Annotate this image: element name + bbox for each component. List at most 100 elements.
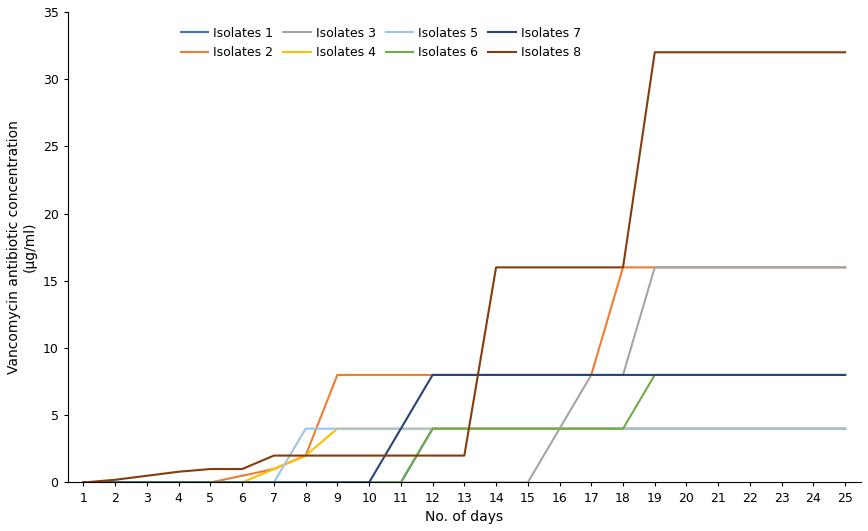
Isolates 6 xyxy=(78,479,89,486)
Isolates 2 xyxy=(840,264,851,271)
Isolates 6 xyxy=(110,479,121,486)
Isolates 5 xyxy=(681,425,692,432)
Isolates 2 xyxy=(205,479,215,486)
Isolates 6 xyxy=(586,425,596,432)
Isolates 6 xyxy=(491,425,502,432)
Isolates 2 xyxy=(713,264,723,271)
Isolates 1 xyxy=(745,425,755,432)
Isolates 1 xyxy=(713,425,723,432)
Isolates 7 xyxy=(110,479,121,486)
Isolates 4 xyxy=(110,479,121,486)
X-axis label: No. of days: No. of days xyxy=(425,510,503,524)
Isolates 7 xyxy=(174,479,184,486)
Isolates 7 xyxy=(141,479,152,486)
Isolates 2 xyxy=(459,372,470,378)
Isolates 4 xyxy=(174,479,184,486)
Isolates 2 xyxy=(332,372,343,378)
Isolates 4 xyxy=(141,479,152,486)
Isolates 2 xyxy=(396,372,406,378)
Isolates 7 xyxy=(491,372,502,378)
Isolates 3 xyxy=(523,479,533,486)
Isolates 7 xyxy=(332,479,343,486)
Isolates 2 xyxy=(523,372,533,378)
Isolates 6 xyxy=(555,425,565,432)
Isolates 3 xyxy=(555,425,565,432)
Isolates 3 xyxy=(300,479,311,486)
Isolates 3 xyxy=(618,372,628,378)
Isolates 6 xyxy=(364,479,374,486)
Isolates 2 xyxy=(745,264,755,271)
Isolates 3 xyxy=(649,264,660,271)
Isolates 1 xyxy=(110,479,121,486)
Isolates 5 xyxy=(713,425,723,432)
Isolates 1 xyxy=(332,479,343,486)
Isolates 8 xyxy=(618,264,628,271)
Isolates 3 xyxy=(459,479,470,486)
Isolates 1 xyxy=(491,425,502,432)
Isolates 3 xyxy=(491,479,502,486)
Line: Isolates 4: Isolates 4 xyxy=(83,429,845,483)
Isolates 8 xyxy=(586,264,596,271)
Isolates 3 xyxy=(427,479,437,486)
Isolates 3 xyxy=(237,479,247,486)
Isolates 4 xyxy=(491,425,502,432)
Isolates 3 xyxy=(808,264,819,271)
Isolates 6 xyxy=(459,425,470,432)
Isolates 8 xyxy=(777,49,787,55)
Isolates 5 xyxy=(237,479,247,486)
Isolates 2 xyxy=(78,479,89,486)
Isolates 5 xyxy=(427,425,437,432)
Isolates 6 xyxy=(713,372,723,378)
Isolates 2 xyxy=(586,372,596,378)
Isolates 5 xyxy=(459,425,470,432)
Isolates 8 xyxy=(396,452,406,459)
Isolates 3 xyxy=(78,479,89,486)
Isolates 2 xyxy=(681,264,692,271)
Isolates 6 xyxy=(332,479,343,486)
Isolates 3 xyxy=(141,479,152,486)
Isolates 6 xyxy=(174,479,184,486)
Isolates 7 xyxy=(269,479,279,486)
Isolates 1 xyxy=(586,425,596,432)
Isolates 1 xyxy=(300,479,311,486)
Isolates 5 xyxy=(840,425,851,432)
Isolates 3 xyxy=(396,479,406,486)
Isolates 6 xyxy=(840,372,851,378)
Isolates 4 xyxy=(332,425,343,432)
Isolates 2 xyxy=(269,466,279,472)
Isolates 5 xyxy=(555,425,565,432)
Isolates 8 xyxy=(491,264,502,271)
Isolates 7 xyxy=(459,372,470,378)
Isolates 7 xyxy=(649,372,660,378)
Line: Isolates 8: Isolates 8 xyxy=(83,52,845,483)
Isolates 1 xyxy=(459,425,470,432)
Isolates 5 xyxy=(808,425,819,432)
Isolates 4 xyxy=(364,425,374,432)
Isolates 2 xyxy=(110,479,121,486)
Isolates 8 xyxy=(808,49,819,55)
Isolates 1 xyxy=(237,479,247,486)
Isolates 6 xyxy=(808,372,819,378)
Isolates 2 xyxy=(141,479,152,486)
Isolates 5 xyxy=(300,425,311,432)
Isolates 5 xyxy=(269,479,279,486)
Isolates 6 xyxy=(396,479,406,486)
Isolates 5 xyxy=(78,479,89,486)
Isolates 2 xyxy=(649,264,660,271)
Line: Isolates 2: Isolates 2 xyxy=(83,268,845,483)
Isolates 7 xyxy=(618,372,628,378)
Isolates 5 xyxy=(586,425,596,432)
Isolates 3 xyxy=(681,264,692,271)
Isolates 1 xyxy=(269,479,279,486)
Isolates 4 xyxy=(555,425,565,432)
Line: Isolates 3: Isolates 3 xyxy=(83,268,845,483)
Isolates 8 xyxy=(649,49,660,55)
Isolates 3 xyxy=(332,479,343,486)
Isolates 4 xyxy=(618,425,628,432)
Isolates 3 xyxy=(110,479,121,486)
Isolates 8 xyxy=(713,49,723,55)
Isolates 2 xyxy=(808,264,819,271)
Isolates 8 xyxy=(840,49,851,55)
Isolates 2 xyxy=(237,473,247,479)
Isolates 1 xyxy=(649,425,660,432)
